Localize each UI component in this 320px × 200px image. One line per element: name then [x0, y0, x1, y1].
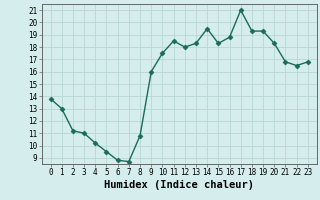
- X-axis label: Humidex (Indice chaleur): Humidex (Indice chaleur): [104, 180, 254, 190]
